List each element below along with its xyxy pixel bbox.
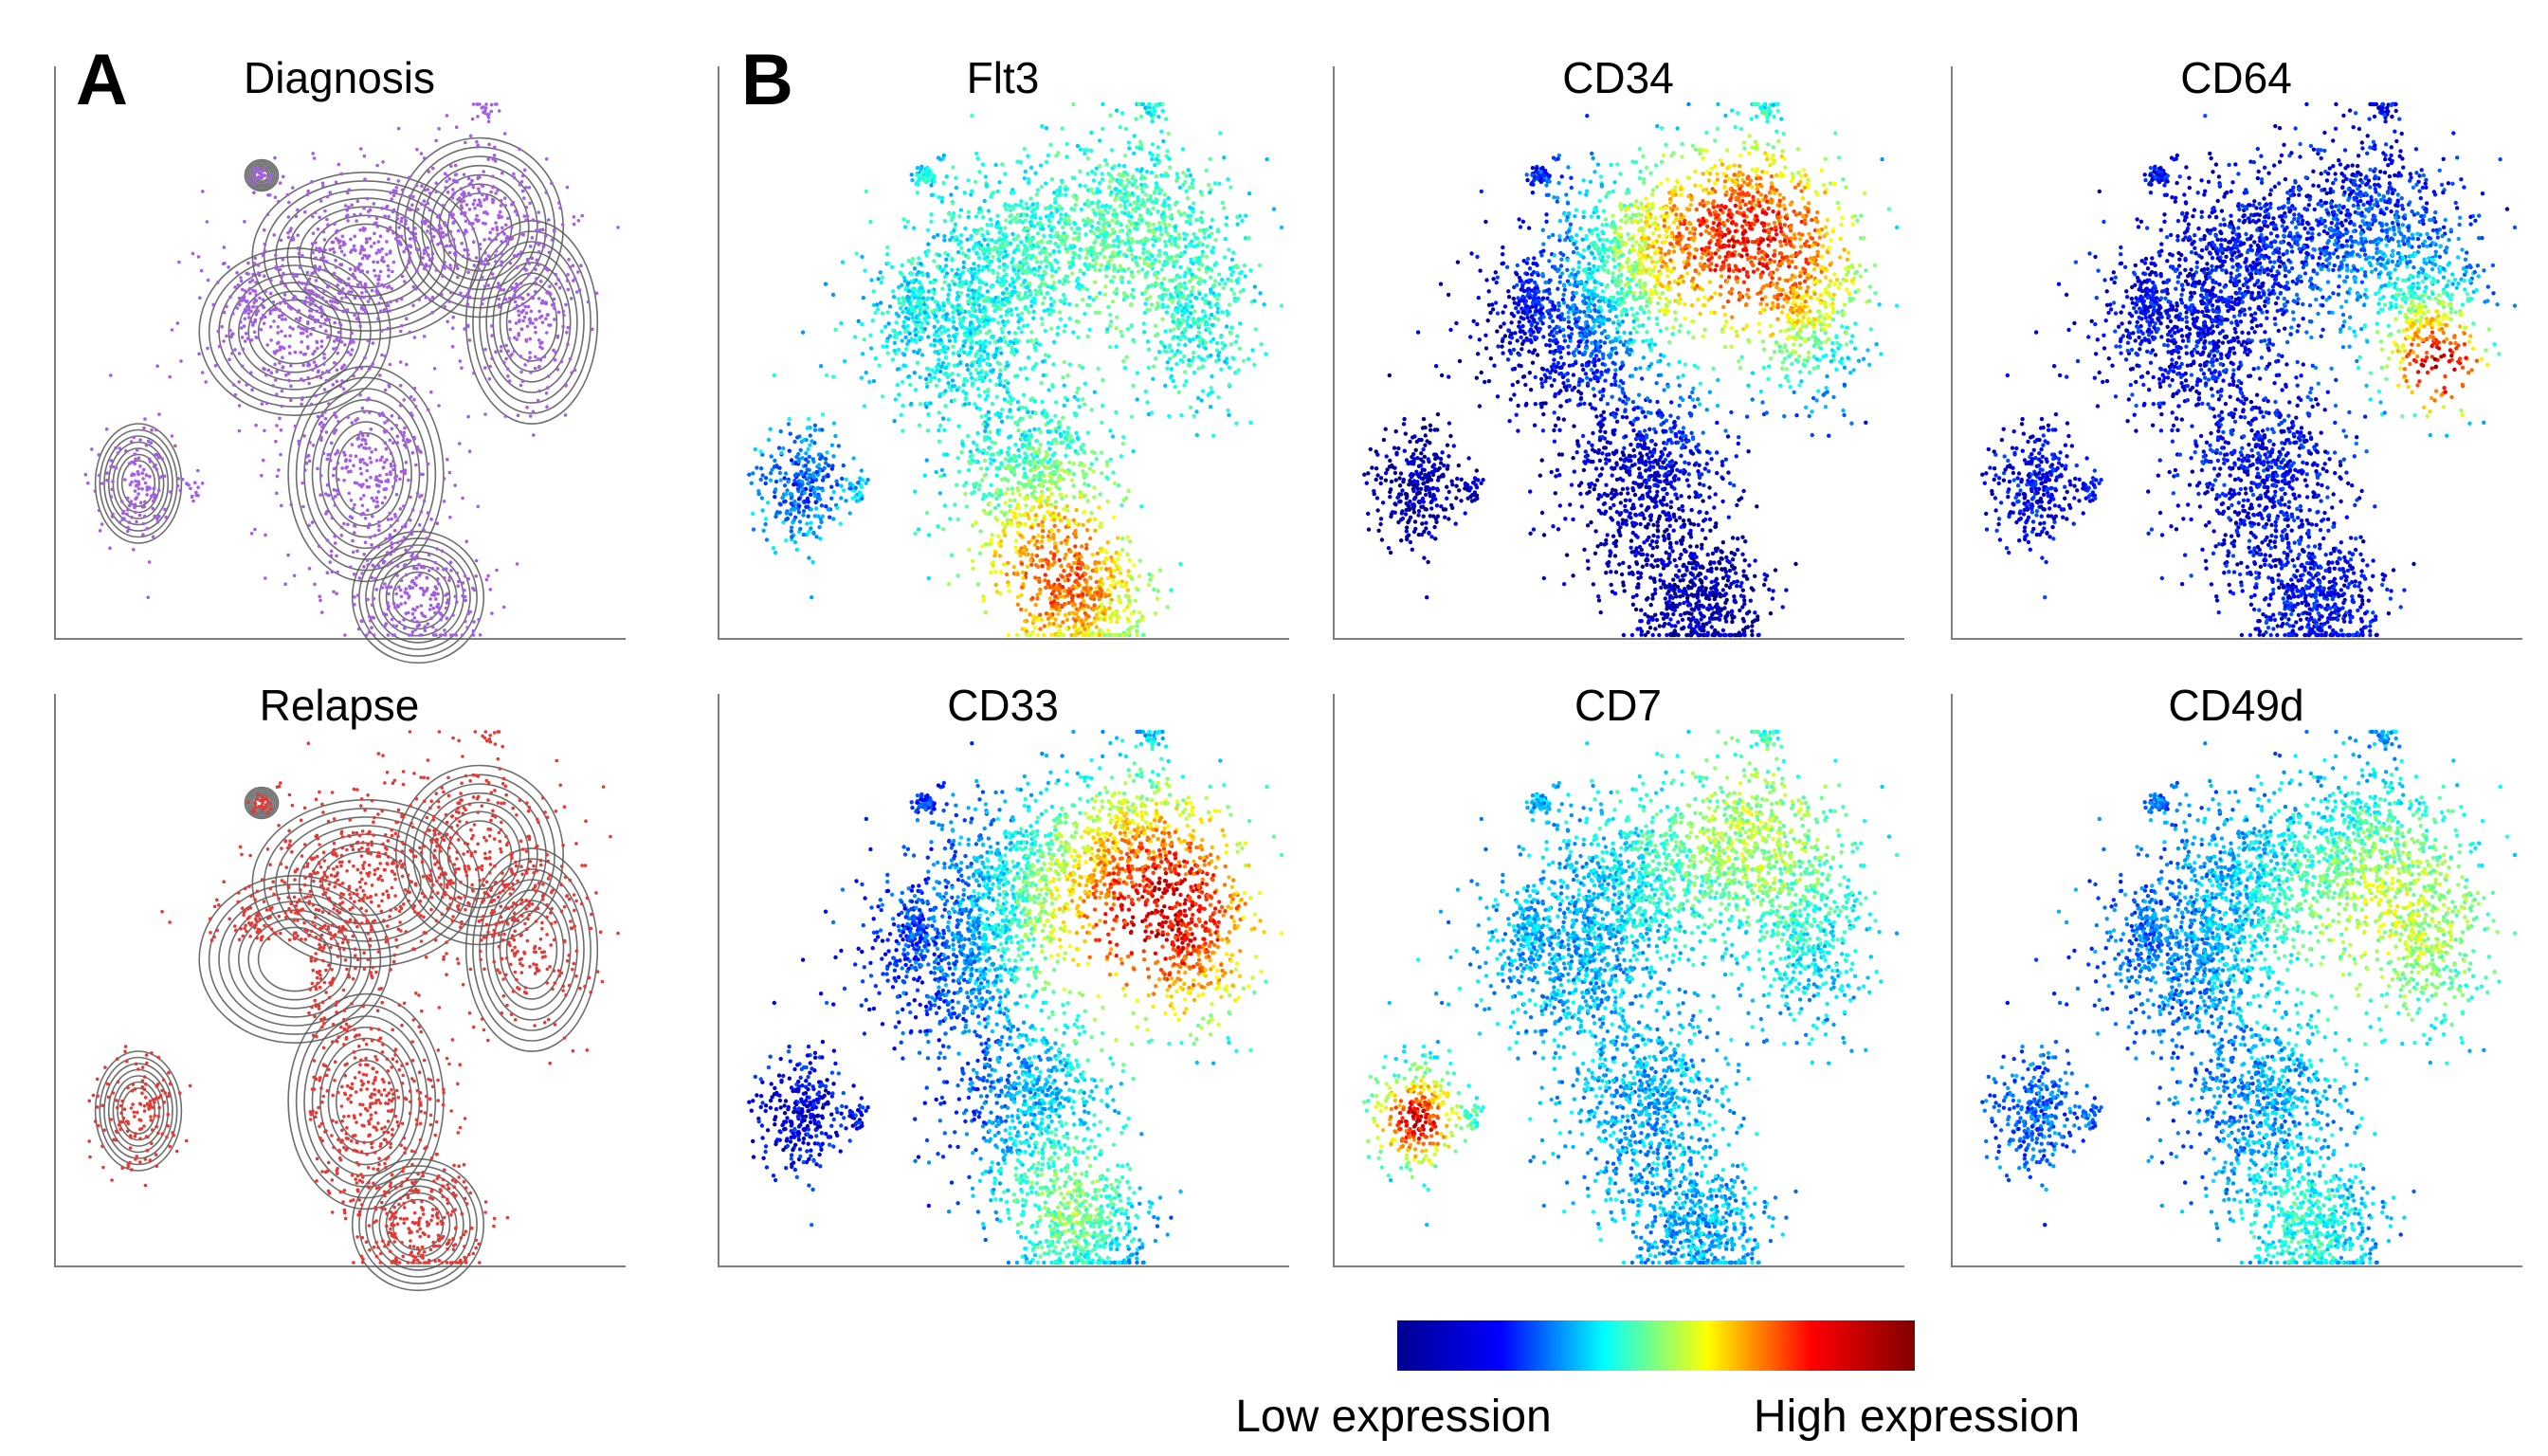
- colorbar-low-label: Low expression: [1235, 1392, 1552, 1442]
- axis-flt3: [719, 66, 1289, 639]
- plot-relapse: [87, 730, 619, 1290]
- colorbar: [1397, 1320, 1915, 1371]
- title-relapse: Relapse: [260, 681, 420, 730]
- title-diagnosis: Diagnosis: [244, 53, 435, 102]
- axis-diagnosis: [55, 66, 626, 639]
- axis-cd49d: [1952, 694, 2522, 1266]
- axis-cd33: [719, 694, 1289, 1266]
- title-cd64: CD64: [2180, 53, 2292, 102]
- panel-cd33: CD33: [719, 681, 1289, 1266]
- axis-relapse: [55, 694, 626, 1266]
- plot-cd7: [1362, 730, 1899, 1265]
- axis-cd7: [1334, 694, 1904, 1266]
- panel-relapse: Relapse: [55, 681, 626, 1290]
- title-cd7: CD7: [1574, 681, 1662, 730]
- plot-cd49d: [1980, 730, 2517, 1265]
- plot-flt3: [747, 102, 1283, 637]
- panel-flt3: Flt3: [719, 53, 1289, 639]
- title-cd49d: CD49d: [2168, 681, 2303, 730]
- plot-cd34: [1362, 102, 1899, 637]
- panel-letter-b: B: [741, 40, 793, 120]
- axis-cd34: [1334, 66, 1904, 639]
- title-cd33: CD33: [947, 681, 1059, 730]
- title-flt3: Flt3: [967, 53, 1040, 102]
- plot-cd64: [1980, 102, 2517, 637]
- panel-cd49d: CD49d: [1952, 681, 2522, 1266]
- panel-diagnosis: Diagnosis: [55, 53, 626, 663]
- axis-cd64: [1952, 66, 2522, 639]
- colorbar-high-label: High expression: [1754, 1392, 2080, 1442]
- panel-cd7: CD7: [1334, 681, 1904, 1266]
- panel-letter-a: A: [76, 40, 128, 120]
- title-cd34: CD34: [1562, 53, 1674, 102]
- plot-diagnosis: [84, 102, 620, 663]
- panel-cd34: CD34: [1334, 53, 1904, 639]
- panel-cd64: CD64: [1952, 53, 2522, 639]
- plot-cd33: [747, 730, 1283, 1265]
